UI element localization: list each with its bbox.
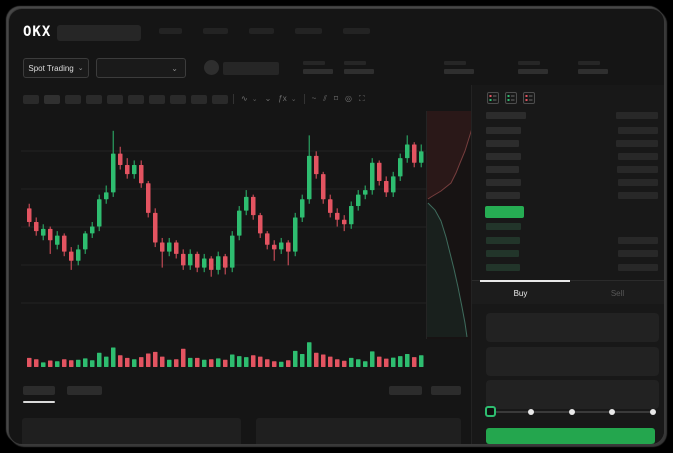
tab-buy[interactable]: Buy — [513, 288, 528, 298]
amount-input[interactable] — [486, 347, 659, 376]
app-window: OKX Spot Trading ⌄ ⌄ ∿ ⌄ ⌄ ƒx ⌄ ~ ⫽ ⌑ ◎ ⛶ — [8, 8, 665, 445]
amount-percent-slider[interactable] — [484, 405, 657, 419]
okx-logo: OKX — [23, 24, 52, 40]
nav-item-placeholder[interactable] — [249, 28, 274, 34]
last-price-badge[interactable] — [485, 206, 524, 218]
timeframe-button[interactable] — [170, 94, 186, 104]
ticker-stat — [303, 61, 333, 74]
nav-item-placeholder[interactable] — [295, 28, 322, 34]
chevron-down-icon: ⌄ — [77, 65, 84, 72]
pair-name-placeholder — [223, 62, 279, 75]
trade-tabs: Buy Sell — [472, 280, 664, 304]
line-type-icon[interactable]: ∿ — [241, 94, 248, 103]
top-nav — [159, 28, 370, 34]
active-tab-indicator — [480, 280, 570, 282]
ticker-stat — [344, 61, 374, 74]
indicator-fx-icon[interactable]: ƒx — [278, 94, 287, 103]
orderbook-view-switcher — [487, 92, 535, 104]
overlay-wave-icon[interactable]: ~ — [311, 94, 317, 103]
chart-settings-icon[interactable]: ◎ — [344, 94, 352, 103]
buy-submit-button[interactable] — [486, 428, 655, 444]
orders-panel-placeholder — [22, 418, 241, 444]
compare-icon[interactable]: ⫽ — [323, 93, 327, 103]
bottom-action-placeholder[interactable] — [431, 386, 461, 395]
timeframe-button[interactable] — [212, 94, 228, 104]
coin-icon — [204, 60, 219, 75]
nav-item-placeholder[interactable] — [159, 28, 182, 34]
ticker-stat — [578, 61, 608, 74]
slider-handle[interactable] — [484, 406, 496, 417]
nav-item-placeholder[interactable] — [203, 28, 228, 34]
orderbook-combined-icon[interactable] — [487, 92, 499, 104]
slider-stop[interactable] — [568, 409, 575, 415]
orderbook-bids-icon[interactable] — [505, 92, 517, 104]
snapshot-icon[interactable]: ⌑ — [333, 94, 338, 103]
candlestick-chart[interactable] — [21, 109, 487, 379]
depth-chart[interactable] — [426, 111, 478, 339]
history-panel-placeholder — [256, 418, 461, 444]
timeframe-button[interactable] — [107, 94, 123, 104]
ticker-stat — [444, 61, 474, 74]
slider-stop[interactable] — [650, 409, 656, 415]
timeframe-button[interactable] — [23, 94, 39, 104]
timeframe-button[interactable] — [65, 94, 81, 104]
market-type-label: Spot Trading — [28, 63, 74, 73]
chart-tools: ∿ ⌄ ⌄ ƒx ⌄ ~ ⫽ ⌑ ◎ ⛶ — [233, 92, 365, 105]
timeframe-toolbar — [23, 93, 228, 105]
timeframe-button[interactable] — [86, 94, 102, 104]
toolbar-divider — [233, 93, 234, 104]
tab-sell[interactable]: Sell — [610, 288, 625, 298]
timeframe-button[interactable] — [191, 94, 207, 104]
bottom-tab-active[interactable] — [23, 386, 55, 395]
market-type-selector[interactable]: Spot Trading ⌄ — [23, 58, 89, 78]
interval-icon[interactable]: ⌄ — [264, 94, 272, 103]
chevron-down-icon: ⌄ — [290, 95, 297, 103]
chevron-down-icon: ⌄ — [251, 95, 258, 103]
bottom-tab[interactable] — [67, 386, 102, 395]
slider-stop[interactable] — [609, 409, 616, 415]
order-book-panel: Buy Sell — [471, 85, 664, 444]
nav-item-placeholder[interactable] — [343, 28, 370, 34]
orderbook-asks-icon[interactable] — [523, 92, 535, 104]
toolbar-divider — [303, 93, 305, 104]
search-input[interactable] — [57, 25, 141, 41]
timeframe-button[interactable] — [149, 94, 165, 104]
timeframe-button[interactable] — [128, 94, 144, 104]
total-input[interactable] — [486, 380, 659, 409]
price-input[interactable] — [486, 313, 659, 342]
bottom-tab-indicator — [23, 401, 55, 403]
bottom-action-placeholder[interactable] — [389, 386, 422, 395]
fullscreen-icon[interactable]: ⛶ — [358, 93, 365, 103]
ticker-stat — [518, 61, 548, 74]
pair-dropdown[interactable]: ⌄ — [96, 58, 186, 78]
slider-stop[interactable] — [527, 409, 534, 415]
timeframe-button-active[interactable] — [44, 94, 60, 104]
chevron-down-icon: ⌄ — [171, 63, 178, 73]
